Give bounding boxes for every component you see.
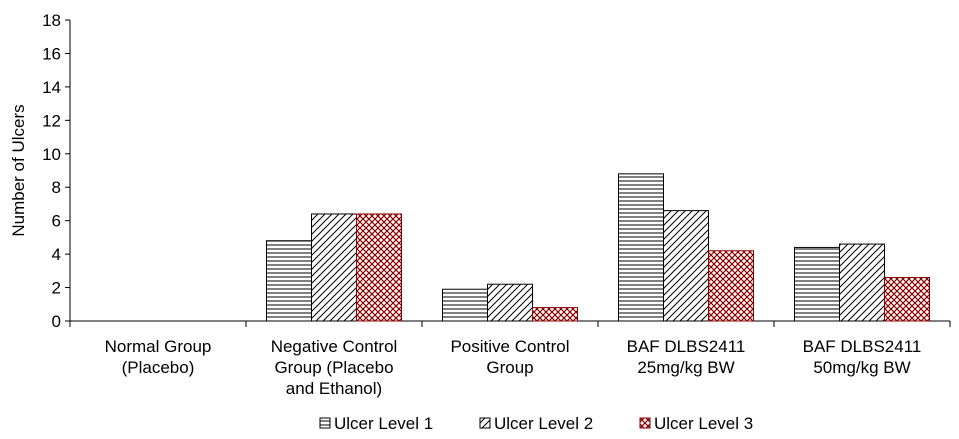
y-tick-label: 0 — [52, 312, 61, 331]
y-tick-label: 14 — [42, 78, 61, 97]
bar-ulcer-level-3 — [708, 250, 754, 322]
x-tick-label: 25mg/kg BW — [637, 358, 734, 377]
x-tick-label: Group (Placebo — [274, 358, 393, 377]
bar-ulcer-level-2 — [311, 213, 357, 322]
y-tick-label: 6 — [52, 212, 61, 231]
y-tick-label: 18 — [42, 11, 61, 30]
bar-ulcer-level-1 — [794, 246, 840, 322]
x-tick-label: Negative Control — [271, 337, 398, 356]
x-tick-label: and Ethanol) — [286, 379, 382, 398]
x-tick-label: (Placebo) — [122, 358, 195, 377]
bar-ulcer-level-1 — [266, 240, 312, 322]
bar-ulcer-level-3 — [356, 213, 402, 322]
x-tick-label: Positive Control — [450, 337, 569, 356]
bar-ulcer-level-2 — [487, 283, 533, 322]
legend-swatch — [479, 417, 491, 429]
bar-ulcer-level-3 — [532, 307, 578, 322]
y-axis-title: Number of Ulcers — [9, 104, 28, 236]
legend-label: Ulcer Level 2 — [494, 414, 593, 433]
y-tick-label: 10 — [42, 145, 61, 164]
y-tick-label: 12 — [42, 111, 61, 130]
bar-ulcer-level-3 — [884, 277, 930, 322]
x-tick-label: Group — [486, 358, 533, 377]
y-tick-label: 16 — [42, 44, 61, 63]
x-tick-label: BAF DLBS2411 — [803, 337, 922, 356]
bar-ulcer-level-1 — [618, 173, 664, 322]
bar-ulcer-level-2 — [663, 210, 709, 322]
bar-ulcer-level-1 — [442, 288, 488, 322]
y-tick-label: 2 — [52, 279, 61, 298]
y-tick-label: 4 — [52, 245, 61, 264]
x-tick-label: Normal Group — [105, 337, 212, 356]
legend-swatch — [319, 417, 331, 429]
x-tick-label: BAF DLBS2411 — [627, 337, 746, 356]
y-tick-label: 8 — [52, 178, 61, 197]
x-tick-label: 50mg/kg BW — [813, 358, 910, 377]
bar-ulcer-level-2 — [839, 243, 885, 322]
legend-swatch — [639, 417, 651, 429]
legend-label: Ulcer Level 3 — [654, 414, 753, 433]
legend-label: Ulcer Level 1 — [334, 414, 433, 433]
